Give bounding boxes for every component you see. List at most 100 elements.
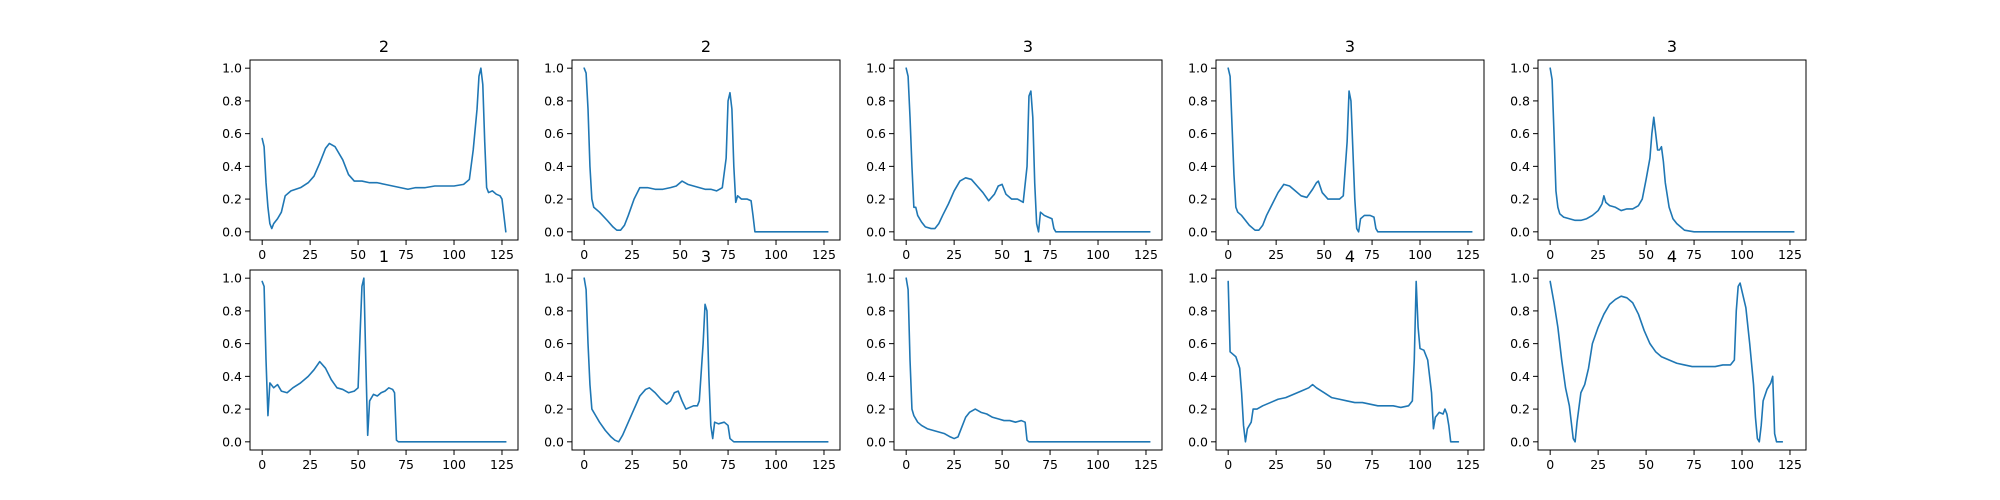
axes-frame [1215,59,1485,241]
y-tick-label: 0.8 [1510,303,1530,318]
axes-frame [1537,59,1807,241]
y-tick-label: 0.4 [222,159,242,174]
axes-frame [249,59,519,241]
x-tick-label: 75 [1686,457,1702,472]
x-tick-label: 25 [1268,247,1284,262]
x-tick-label: 25 [1268,457,1284,472]
y-tick-label: 0.2 [222,192,242,207]
subplot-1: 2 0 25 50 75 100 125 0.0 0.2 0.4 0.6 0.8 1.0 [222,37,519,262]
x-tick-label: 50 [1638,247,1654,262]
y-tick-label: 0.2 [1188,402,1208,417]
x-tick-label: 75 [1042,247,1058,262]
y-tick-label: 1.0 [222,271,242,286]
x-tick-label: 125 [812,247,836,262]
series-line [1549,280,1784,443]
y-tick-label: 0.8 [1188,303,1208,318]
y-tick-label: 0.2 [1188,192,1208,207]
x-tick-label: 125 [1778,457,1802,472]
subplot-title: 3 [1023,37,1033,56]
y-tick-label: 1.0 [544,271,564,286]
y-tick-label: 0.4 [866,369,886,384]
x-tick-label: 75 [720,457,736,472]
y-tick-label: 0.8 [1510,93,1530,108]
x-tick-label: 125 [812,457,836,472]
x-tick-label: 125 [1778,247,1802,262]
y-tick-label: 0.2 [544,192,564,207]
x-tick-label: 125 [1456,247,1480,262]
subplot-4: 3 0 25 50 75 100 125 0.0 0.2 0.4 0.6 0.8 1.0 [1188,37,1485,262]
x-tick-label: 100 [1730,247,1754,262]
y-tick-label: 1.0 [866,271,886,286]
x-tick-label: 100 [764,457,788,472]
x-tick-label: 100 [1086,247,1110,262]
y-tick-label: 0.8 [1188,93,1208,108]
y-tick-label: 0.4 [544,369,564,384]
subplot-10: 4 0 25 50 75 100 125 0.0 0.2 0.4 0.6 0.8 1.0 [1510,247,1807,472]
subplot-title: 3 [701,247,711,266]
x-tick-label: 25 [946,457,962,472]
x-tick-label: 25 [1590,247,1606,262]
x-tick-label: 125 [490,457,514,472]
x-tick-label: 100 [442,457,466,472]
y-tick-label: 0.0 [544,434,564,449]
series-line [583,277,829,443]
y-tick-label: 0.8 [222,303,242,318]
y-tick-label: 0.6 [544,336,564,351]
y-tick-label: 1.0 [544,61,564,76]
subplot-3: 3 0 25 50 75 100 125 0.0 0.2 0.4 0.6 0.8 1.0 [866,37,1163,262]
y-tick-label: 0.4 [222,369,242,384]
y-tick-label: 0.4 [544,159,564,174]
y-tick-label: 0.4 [1510,159,1530,174]
y-tick-label: 1.0 [866,61,886,76]
y-tick-label: 0.2 [544,402,564,417]
x-tick-label: 125 [490,247,514,262]
y-tick-label: 0.0 [866,434,886,449]
series-line [905,277,1151,443]
x-tick-label: 50 [994,247,1010,262]
y-tick-label: 1.0 [1510,61,1530,76]
subplot-title: 3 [1345,37,1355,56]
x-tick-label: 25 [624,457,640,472]
y-tick-label: 0.6 [866,336,886,351]
x-tick-label: 0 [1546,247,1554,262]
x-tick-label: 0 [258,457,266,472]
x-tick-label: 100 [764,247,788,262]
y-tick-label: 0.8 [544,93,564,108]
y-tick-label: 0.0 [544,224,564,239]
y-tick-label: 0.6 [544,126,564,141]
x-tick-label: 50 [672,457,688,472]
subplot-title: 4 [1345,247,1355,266]
series-line [1227,280,1460,443]
y-tick-label: 0.2 [222,402,242,417]
y-tick-label: 0.0 [1188,224,1208,239]
y-tick-label: 0.0 [222,224,242,239]
subplot-title: 3 [1667,37,1677,56]
x-tick-label: 50 [1316,457,1332,472]
y-tick-label: 0.4 [866,159,886,174]
axes-frame [249,269,519,451]
y-tick-label: 1.0 [1188,271,1208,286]
x-tick-label: 100 [1408,457,1432,472]
axes-frame [1537,269,1807,451]
y-tick-label: 1.0 [222,61,242,76]
y-tick-label: 0.8 [222,93,242,108]
subplot-6: 1 0 25 50 75 100 125 0.0 0.2 0.4 0.6 0.8 1.0 [222,247,519,472]
y-tick-label: 0.2 [866,402,886,417]
series-line [583,67,829,233]
subplot-8: 1 0 25 50 75 100 125 0.0 0.2 0.4 0.6 0.8 1.0 [866,247,1163,472]
x-tick-label: 50 [1316,247,1332,262]
x-tick-label: 125 [1134,247,1158,262]
y-tick-label: 0.2 [866,192,886,207]
y-tick-label: 1.0 [1510,271,1530,286]
x-tick-label: 0 [258,247,266,262]
y-tick-label: 0.6 [866,126,886,141]
y-tick-label: 0.6 [222,336,242,351]
x-tick-label: 25 [624,247,640,262]
x-tick-label: 25 [946,247,962,262]
x-tick-label: 0 [902,247,910,262]
y-tick-label: 0.0 [1188,434,1208,449]
x-tick-label: 100 [1086,457,1110,472]
subplot-7: 3 0 25 50 75 100 125 0.0 0.2 0.4 0.6 0.8 1.0 [544,247,841,472]
x-tick-label: 25 [1590,457,1606,472]
